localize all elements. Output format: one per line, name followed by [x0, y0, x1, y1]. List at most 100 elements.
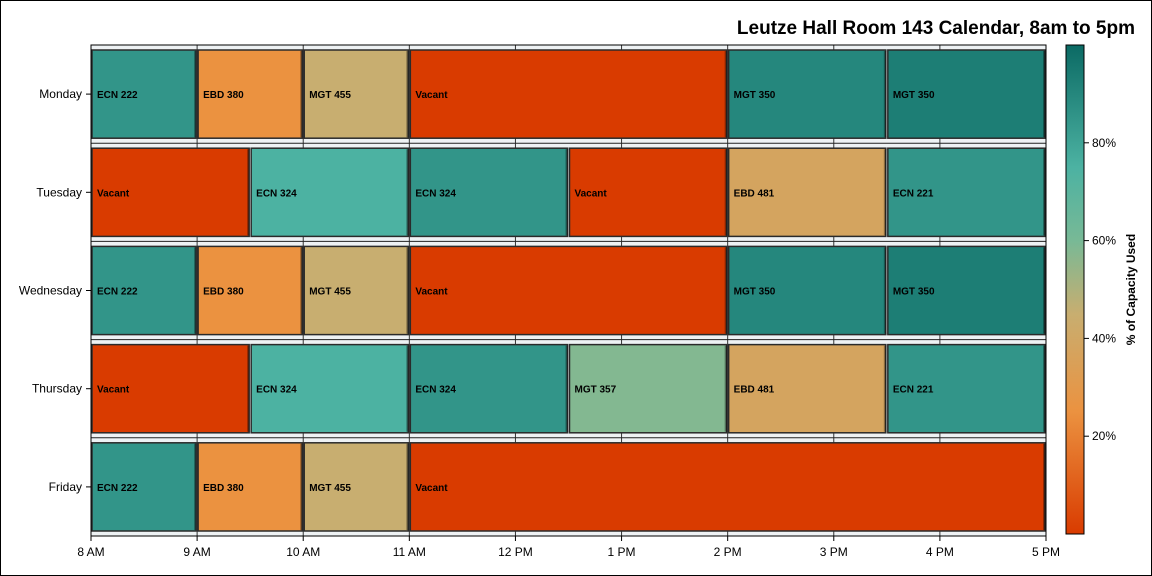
y-tick-label: Tuesday [36, 185, 82, 199]
bar-label: MGT 455 [309, 483, 351, 494]
bar-vacant [91, 343, 250, 434]
schedule-bar: EBD 380 [197, 442, 303, 532]
x-tick-label: 5 PM [1032, 545, 1060, 559]
x-tick-label: 4 PM [926, 545, 954, 559]
schedule-bar: Vacant [409, 49, 728, 139]
bar-ebd-380 [197, 49, 303, 139]
bar-label: Vacant [415, 483, 448, 494]
bar-label: MGT 350 [893, 90, 935, 101]
schedule-bar: Vacant [91, 147, 250, 238]
bar-vacant [409, 49, 728, 139]
bar-label: Vacant [97, 188, 130, 199]
bar-label: Vacant [575, 188, 608, 199]
colorbar-tick-label: 20% [1092, 429, 1116, 443]
x-tick-label: 9 AM [183, 545, 210, 559]
bar-ecn-324 [409, 147, 569, 238]
bar-mgt-357 [568, 343, 728, 434]
bar-label: ECN 222 [97, 90, 138, 101]
schedule-bar: MGT 350 [727, 49, 887, 139]
bar-ecn-324 [250, 343, 410, 434]
y-tick-label: Thursday [32, 382, 82, 396]
colorbar-gradient [1065, 44, 1085, 535]
schedule-bar: MGT 455 [303, 49, 410, 139]
bar-mgt-350 [887, 49, 1046, 139]
schedule-bar: ECN 221 [887, 343, 1046, 434]
x-tick-label: 3 PM [820, 545, 848, 559]
bar-label: ECN 222 [97, 287, 138, 298]
bar-ecn-222 [91, 442, 197, 532]
schedule-bar: MGT 455 [303, 245, 410, 336]
schedule-bar: EBD 380 [197, 49, 303, 139]
bar-ebd-380 [197, 442, 303, 532]
colorbar-tick-label: 40% [1092, 331, 1116, 345]
bar-label: EBD 481 [734, 188, 775, 199]
bar-ebd-380 [197, 245, 303, 336]
bar-label: EBD 481 [734, 385, 775, 396]
x-tick-label: 1 PM [608, 545, 636, 559]
colorbar-tick-label: 60% [1092, 234, 1116, 248]
x-tick-label: 12 PM [498, 545, 533, 559]
bar-label: ECN 222 [97, 483, 138, 494]
bar-label: EBD 380 [203, 483, 244, 494]
x-tick-label: 11 AM [393, 545, 426, 559]
x-axis: 8 AM 9 AM 10 AM 11 AM 12 PM 1 PM 2 PM 3 PM 4 PM 5… [77, 536, 1060, 559]
bar-label: EBD 380 [203, 287, 244, 298]
bar-mgt-350 [887, 245, 1046, 336]
y-tick-label: Friday [49, 480, 82, 494]
y-tick-label: Wednesday [19, 284, 82, 298]
chart-title: Leutze Hall Room 143 Calendar, 8am to 5p… [737, 18, 1135, 39]
schedule-bar: ECN 222 [91, 442, 197, 532]
schedule-bar: ECN 222 [91, 49, 197, 139]
row-band-inner [91, 346, 1046, 431]
schedule-bar: Vacant [91, 343, 250, 434]
bar-label: MGT 350 [734, 90, 776, 101]
bar-mgt-350 [727, 245, 887, 336]
colorbar-legend: 20% 40% 60% 80% % of Capacity Used [1065, 44, 1138, 535]
schedule-bar: Vacant [568, 147, 728, 238]
schedule-bar: MGT 357 [568, 343, 728, 434]
bar-ecn-324 [250, 147, 410, 238]
bar-label: Vacant [97, 385, 130, 396]
schedule-bar: ECN 324 [250, 147, 410, 238]
bar-label: ECN 324 [415, 188, 456, 199]
bar-label: ECN 221 [893, 385, 934, 396]
bar-ecn-221 [887, 343, 1046, 434]
x-tick-label: 2 PM [714, 545, 742, 559]
schedule-bar: EBD 481 [727, 147, 887, 238]
bar-label: MGT 455 [309, 287, 351, 298]
bar-ebd-481 [727, 343, 887, 434]
bar-ecn-324 [409, 343, 569, 434]
bar-label: ECN 324 [256, 385, 297, 396]
schedule-bar: MGT 350 [887, 245, 1046, 336]
bar-mgt-350 [727, 49, 887, 139]
bar-label: ECN 324 [415, 385, 456, 396]
bar-label: MGT 350 [893, 287, 935, 298]
colorbar-title: % of Capacity Used [1124, 234, 1138, 345]
schedule-bar: MGT 350 [887, 49, 1046, 139]
bar-label: Vacant [415, 287, 448, 298]
bar-label: MGT 350 [734, 287, 776, 298]
schedule-bars: ECN 222 EBD 380 MGT 455 Vacant MGT 350 MGT 35… [90, 44, 1047, 537]
schedule-bar: ECN 324 [250, 343, 410, 434]
y-tick-label: Monday [39, 87, 82, 101]
y-axis: Monday Tuesday Wednesday Thursday Friday [19, 87, 91, 494]
row-band-inner [91, 150, 1046, 235]
bar-ecn-222 [91, 245, 197, 336]
bar-vacant [409, 442, 1046, 532]
schedule-bar: EBD 380 [197, 245, 303, 336]
schedule-bar: EBD 481 [727, 343, 887, 434]
schedule-bar: Vacant [409, 442, 1046, 532]
schedule-bar: ECN 324 [409, 343, 569, 434]
bar-vacant [568, 147, 728, 238]
bar-label: MGT 357 [575, 385, 617, 396]
schedule-bar: ECN 222 [91, 245, 197, 336]
bar-label: MGT 455 [309, 90, 351, 101]
x-tick-label: 10 AM [286, 545, 320, 559]
bar-label: EBD 380 [203, 90, 244, 101]
schedule-bar: MGT 350 [727, 245, 887, 336]
bar-mgt-455 [303, 442, 410, 532]
bar-vacant [409, 245, 728, 336]
schedule-bar: ECN 324 [409, 147, 569, 238]
